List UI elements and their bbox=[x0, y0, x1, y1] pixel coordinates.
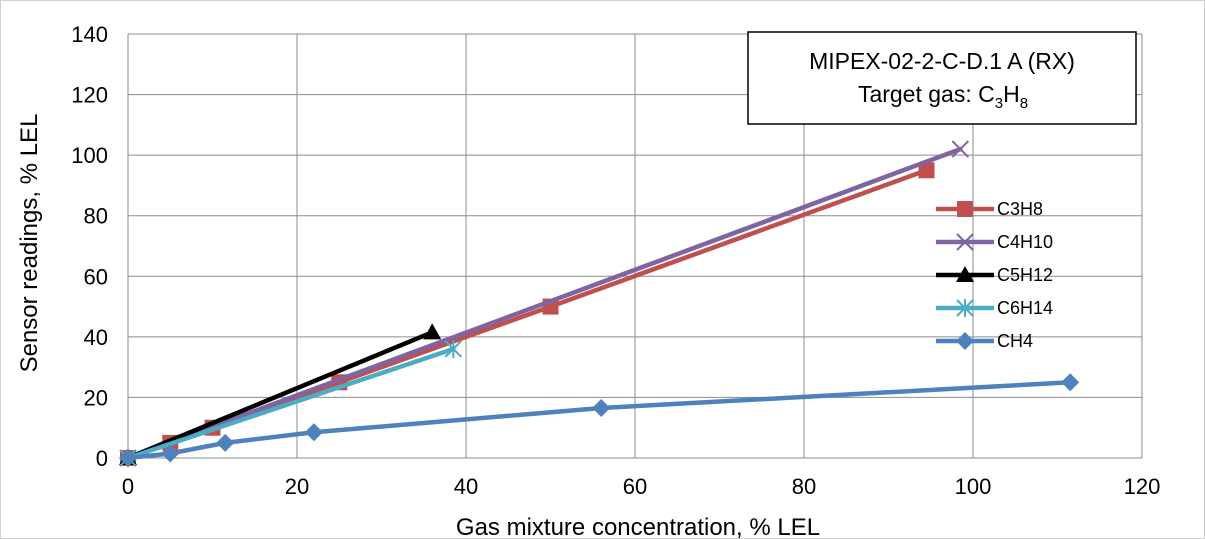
data-point-c5h12 bbox=[423, 323, 442, 340]
y-tick-label: 100 bbox=[71, 143, 108, 168]
title-box-frame bbox=[747, 31, 1137, 125]
legend-swatch-marker bbox=[956, 266, 974, 282]
data-point-ch4 bbox=[304, 423, 323, 442]
data-point-ch4 bbox=[119, 449, 137, 467]
x-tick-label: 60 bbox=[623, 474, 647, 499]
x-axis-ticks: 0 20 40 60 80 100 120 bbox=[122, 474, 1160, 499]
data-point-c4h10 bbox=[951, 140, 970, 158]
x-tick-label: 80 bbox=[792, 474, 816, 499]
data-point-c3h8 bbox=[918, 162, 935, 179]
series-line-c4h10 bbox=[125, 146, 963, 461]
x-tick-label: 0 bbox=[122, 474, 134, 499]
y-tick-label: 40 bbox=[84, 325, 108, 350]
y-tick-label: 0 bbox=[96, 446, 108, 471]
series-layer bbox=[119, 140, 1080, 467]
legend-item-ch4: CH4 bbox=[936, 331, 1033, 351]
y-tick-label: 20 bbox=[84, 385, 108, 410]
series-ch4 bbox=[119, 373, 1080, 467]
y-tick-label: 140 bbox=[71, 22, 108, 47]
legend-item-c3h8: C3H8 bbox=[936, 199, 1043, 219]
x-tick-label: 20 bbox=[285, 474, 309, 499]
title-box-line1: MIPEX-02-2-C-D.1 A (RX) bbox=[809, 48, 1075, 74]
data-point-c6h14 bbox=[444, 339, 463, 358]
x-axis-title: Gas mixture concentration, % LEL bbox=[456, 514, 820, 539]
series-line-c6h14 bbox=[125, 346, 456, 461]
x-tick-label: 40 bbox=[454, 474, 478, 499]
data-point-ch4 bbox=[1061, 373, 1080, 392]
legend-label: C6H14 bbox=[997, 298, 1053, 318]
y-tick-label: 60 bbox=[84, 264, 108, 289]
x-tick-label: 100 bbox=[955, 474, 992, 499]
legend-label: C5H12 bbox=[997, 265, 1053, 285]
y-tick-label: 80 bbox=[84, 204, 108, 229]
data-point-ch4 bbox=[592, 399, 611, 418]
data-point-ch4 bbox=[161, 444, 180, 463]
legend-label: C3H8 bbox=[997, 199, 1043, 219]
legend-item-c6h14: C6H14 bbox=[936, 298, 1053, 318]
y-axis-ticks: 0 20 40 60 80 100 120 140 bbox=[71, 22, 108, 471]
title-box-line2: Target gas: C3H8 bbox=[858, 81, 1028, 112]
legend-swatch-marker bbox=[956, 233, 974, 251]
data-point-ch4 bbox=[216, 433, 235, 452]
legend-label: C4H10 bbox=[997, 232, 1053, 252]
legend-swatch-marker bbox=[956, 332, 974, 350]
title-box: MIPEX-02-2-C-D.1 A (RX) Target gas: C3H8 bbox=[747, 31, 1137, 125]
y-axis-title: Sensor readings, % LEL bbox=[16, 114, 43, 373]
series-line-c5h12 bbox=[125, 330, 435, 461]
legend-swatch-marker bbox=[956, 299, 974, 317]
legend-item-c5h12: C5H12 bbox=[936, 265, 1053, 285]
legend-swatch-marker bbox=[957, 201, 973, 217]
legend-item-c4h10: C4H10 bbox=[936, 232, 1053, 252]
y-tick-label: 120 bbox=[71, 83, 108, 108]
x-tick-label: 120 bbox=[1124, 474, 1161, 499]
legend: C3H8 C4H10 C5H12 C6H14 CH4 bbox=[936, 199, 1053, 351]
legend-label: CH4 bbox=[997, 331, 1033, 351]
